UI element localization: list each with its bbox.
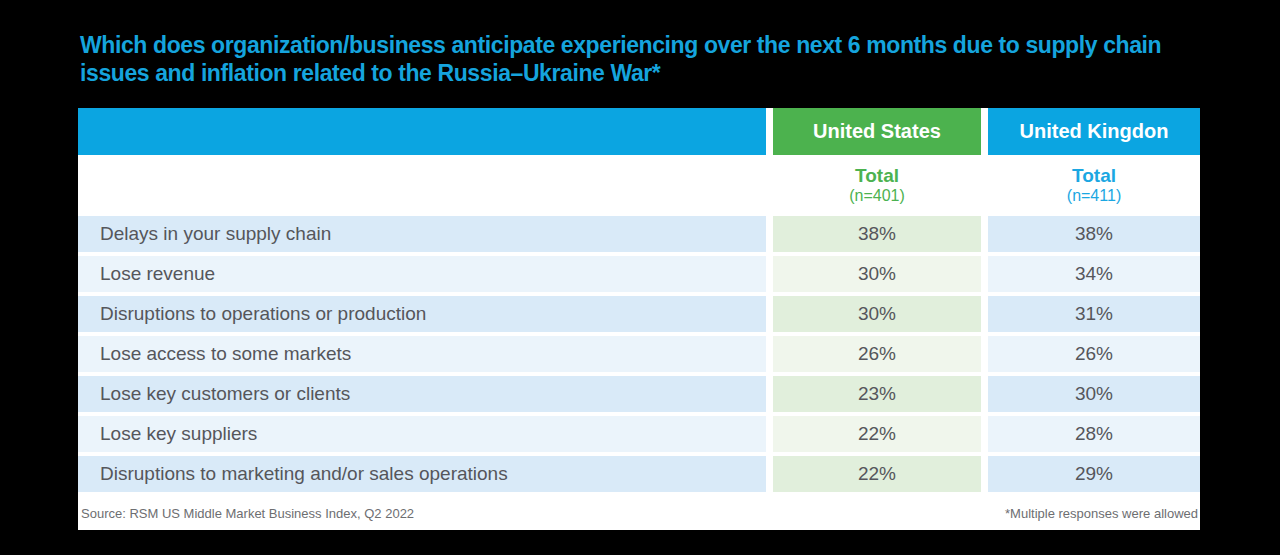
footnote-text: *Multiple responses were allowed [1005, 506, 1198, 521]
row-label: Disruptions to operations or production [78, 296, 766, 332]
uk-value: 28% [988, 416, 1200, 452]
subheader-uk-total: Total (n=411) [988, 159, 1200, 212]
uk-value: 30% [988, 376, 1200, 412]
us-value: 23% [773, 376, 981, 412]
header-united-kingdom-label: United Kingdon [1020, 120, 1169, 143]
uk-value: 26% [988, 336, 1200, 372]
subheader-us-total: Total (n=401) [773, 159, 981, 212]
table-footer: Source: RSM US Middle Market Business In… [78, 496, 1200, 530]
header-united-kingdom: United Kingdon [988, 108, 1200, 155]
header-united-states-label: United States [813, 120, 941, 143]
uk-value: 38% [988, 216, 1200, 252]
us-n-label: (n=401) [849, 187, 905, 205]
source-text: Source: RSM US Middle Market Business In… [81, 506, 414, 521]
row-label: Lose key suppliers [78, 416, 766, 452]
us-value: 30% [773, 296, 981, 332]
subheader-spacer [78, 159, 766, 212]
header-united-states: United States [773, 108, 981, 155]
uk-n-label: (n=411) [1067, 187, 1121, 205]
row-label: Delays in your supply chain [78, 216, 766, 252]
row-label: Disruptions to marketing and/or sales op… [78, 456, 766, 492]
uk-total-label: Total [1072, 165, 1116, 187]
row-label: Lose key customers or clients [78, 376, 766, 412]
us-value: 22% [773, 416, 981, 452]
us-value: 30% [773, 256, 981, 292]
uk-value: 34% [988, 256, 1200, 292]
data-table: United States United Kingdon Total (n=40… [78, 108, 1200, 530]
page-background: Which does organization/business anticip… [0, 0, 1280, 555]
us-value: 26% [773, 336, 981, 372]
us-value: 38% [773, 216, 981, 252]
header-spacer-bar [78, 108, 766, 155]
uk-value: 29% [988, 456, 1200, 492]
us-value: 22% [773, 456, 981, 492]
uk-value: 31% [988, 296, 1200, 332]
chart-title: Which does organization/business anticip… [80, 31, 1188, 87]
row-label: Lose access to some markets [78, 336, 766, 372]
row-label: Lose revenue [78, 256, 766, 292]
us-total-label: Total [855, 165, 899, 187]
